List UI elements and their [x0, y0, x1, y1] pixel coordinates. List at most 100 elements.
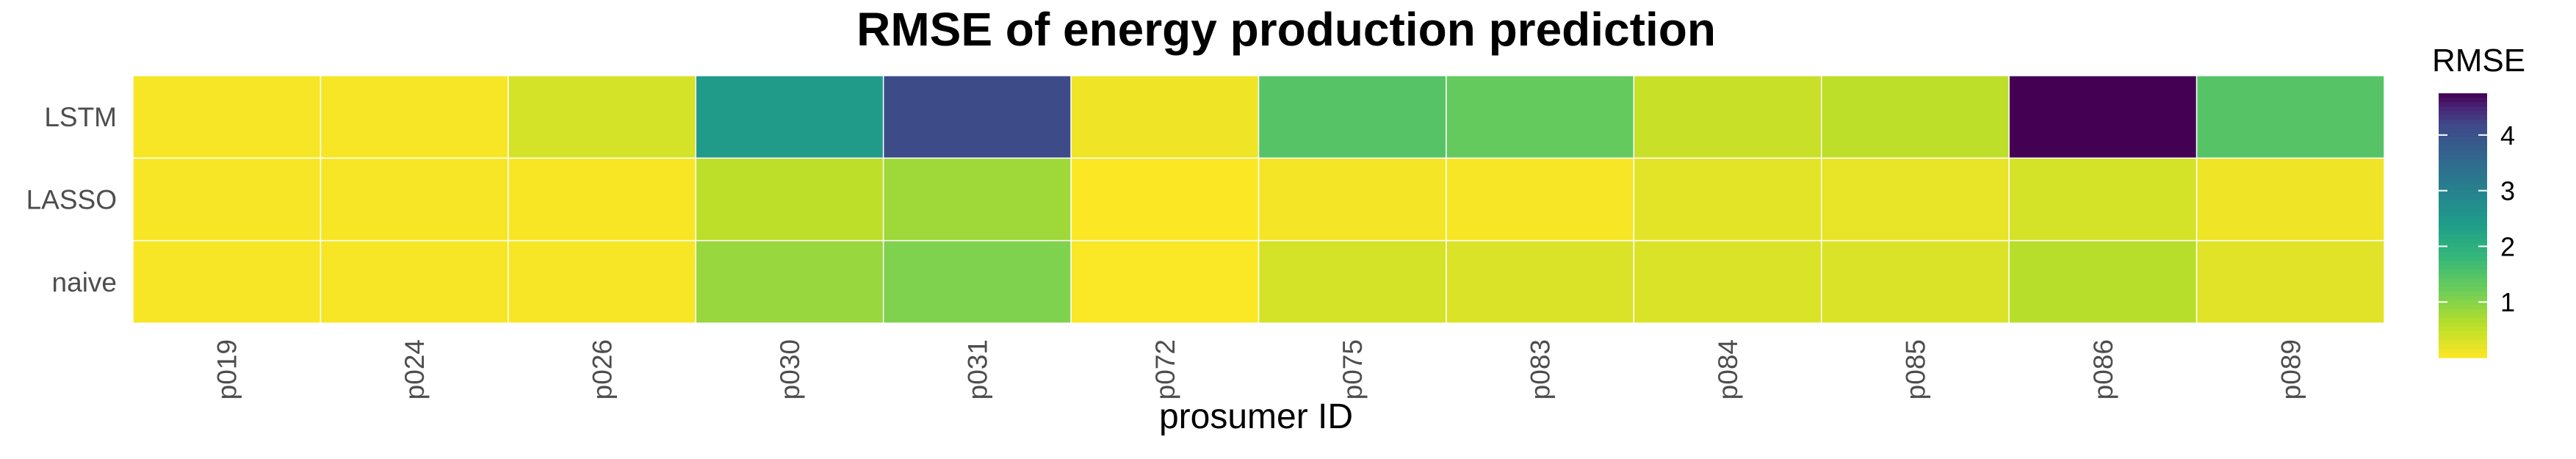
chart-title: RMSE of energy production prediction: [856, 3, 1716, 56]
heatmap-cell-lasso-p026: [508, 157, 697, 242]
legend-color-step: [2439, 234, 2487, 239]
legend-tick-label-2: 2: [2500, 231, 2515, 261]
column-label-p085: p085: [1900, 339, 1930, 400]
legend-color-step: [2439, 296, 2487, 301]
heatmap-cell-lstm-p089: [2196, 75, 2385, 159]
heatmap-cell-lasso-p089: [2196, 157, 2385, 242]
legend-color-step: [2439, 199, 2487, 204]
legend-color-step: [2439, 111, 2487, 116]
legend-color-step: [2439, 322, 2487, 328]
heatmap-cell-lasso-p024: [320, 157, 509, 242]
legend-color-step: [2439, 195, 2487, 200]
legend-color-step: [2439, 208, 2487, 213]
heatmap-cell-naive-p086: [2008, 239, 2198, 324]
legend-color-step: [2439, 305, 2487, 310]
heatmap-cell-naive-p089: [2196, 239, 2385, 324]
legend-color-bar: [2439, 93, 2487, 358]
legend-color-step: [2439, 292, 2487, 297]
row-label-lstm: LSTM: [44, 102, 117, 132]
heatmap-cell-naive-p030: [695, 239, 884, 324]
legend-color-step: [2439, 186, 2487, 191]
heatmap-cell-lasso-p086: [2008, 157, 2198, 242]
column-label-p084: p084: [1713, 339, 1743, 400]
column-labels: p019 p024 p026 p030 p031 p072 p075 p083 p084 p085…: [212, 339, 2306, 400]
legend-title: RMSE: [2432, 43, 2525, 79]
heatmap-cell-naive-p019: [132, 239, 322, 324]
heatmap-cell-lstm-p085: [1821, 75, 2010, 159]
heatmap-cell-lasso-p084: [1633, 157, 1822, 242]
heatmap-cells: [132, 75, 2385, 324]
legend-color-step: [2439, 243, 2487, 248]
legend-color-step: [2439, 173, 2487, 178]
legend-color-step: [2439, 190, 2487, 195]
heatmap-cell-naive-p085: [1821, 239, 2010, 324]
column-label-p083: p083: [1526, 339, 1556, 400]
legend-tick-label-1: 1: [2500, 287, 2515, 317]
legend-color-step: [2439, 327, 2487, 332]
legend-color-step: [2439, 225, 2487, 231]
heatmap-cell-lstm-p075: [1258, 75, 1447, 159]
legend-color-step: [2439, 124, 2487, 129]
heatmap-cell-naive-p083: [1446, 239, 1635, 324]
heatmap-cell-naive-p031: [882, 239, 1072, 324]
legend-color-step: [2439, 252, 2487, 257]
legend-color-step: [2439, 168, 2487, 173]
legend-color-step: [2439, 203, 2487, 209]
heatmap-cell-lasso-p031: [882, 157, 1072, 242]
x-axis-title: prosumer ID: [1159, 397, 1353, 436]
legend-color-step: [2439, 331, 2487, 336]
heatmap-cell-naive-p084: [1633, 239, 1822, 324]
heatmap-cell-naive-p072: [1070, 239, 1260, 324]
legend-color-step: [2439, 349, 2487, 354]
heatmap-cell-naive-p024: [320, 239, 509, 324]
legend-tick-label-4: 4: [2500, 120, 2515, 151]
column-label-p086: p086: [2088, 339, 2118, 400]
legend-color-step: [2439, 270, 2487, 275]
color-legend: RMSE 1 2 3 4: [2432, 43, 2525, 358]
legend-color-step: [2439, 247, 2487, 253]
legend-color-step: [2439, 318, 2487, 323]
heatmap-cell-lasso-p072: [1070, 157, 1260, 242]
heatmap-cell-naive-p026: [508, 239, 697, 324]
column-label-p019: p019: [212, 339, 242, 400]
heatmap-cell-lstm-p019: [132, 75, 322, 159]
legend-color-step: [2439, 283, 2487, 288]
legend-ticks: 1 2 3 4: [2439, 120, 2515, 317]
column-label-p030: p030: [775, 339, 805, 400]
legend-color-step: [2439, 261, 2487, 266]
legend-color-step: [2439, 151, 2487, 156]
legend-color-step: [2439, 155, 2487, 160]
column-label-p024: p024: [400, 339, 430, 400]
legend-color-step: [2439, 137, 2487, 142]
legend-color-step: [2439, 181, 2487, 187]
heatmap-cell-lasso-p085: [1821, 157, 2010, 242]
heatmap-cell-lstm-p024: [320, 75, 509, 159]
legend-color-step: [2439, 265, 2487, 270]
legend-color-step: [2439, 146, 2487, 151]
legend-color-step: [2439, 212, 2487, 217]
heatmap-cell-lasso-p019: [132, 157, 322, 242]
heatmap-cell-lasso-p083: [1446, 157, 1635, 242]
legend-color-step: [2439, 274, 2487, 279]
legend-color-step: [2439, 93, 2487, 98]
heatmap-cell-naive-p075: [1258, 239, 1447, 324]
legend-color-step: [2439, 309, 2487, 314]
legend-color-step: [2439, 115, 2487, 120]
legend-color-step: [2439, 102, 2487, 107]
legend-color-step: [2439, 129, 2487, 134]
legend-color-step: [2439, 221, 2487, 226]
legend-color-step: [2439, 278, 2487, 283]
row-label-naive: naive: [52, 267, 117, 297]
column-label-p026: p026: [588, 339, 618, 400]
legend-color-step: [2439, 336, 2487, 341]
heatmap-cell-lstm-p083: [1446, 75, 1635, 159]
legend-color-step: [2439, 230, 2487, 235]
legend-color-step: [2439, 287, 2487, 292]
legend-color-step: [2439, 344, 2487, 350]
legend-color-step: [2439, 120, 2487, 125]
legend-color-step: [2439, 217, 2487, 222]
heatmap-cell-lstm-p072: [1070, 75, 1260, 159]
column-label-p075: p075: [1338, 339, 1368, 400]
